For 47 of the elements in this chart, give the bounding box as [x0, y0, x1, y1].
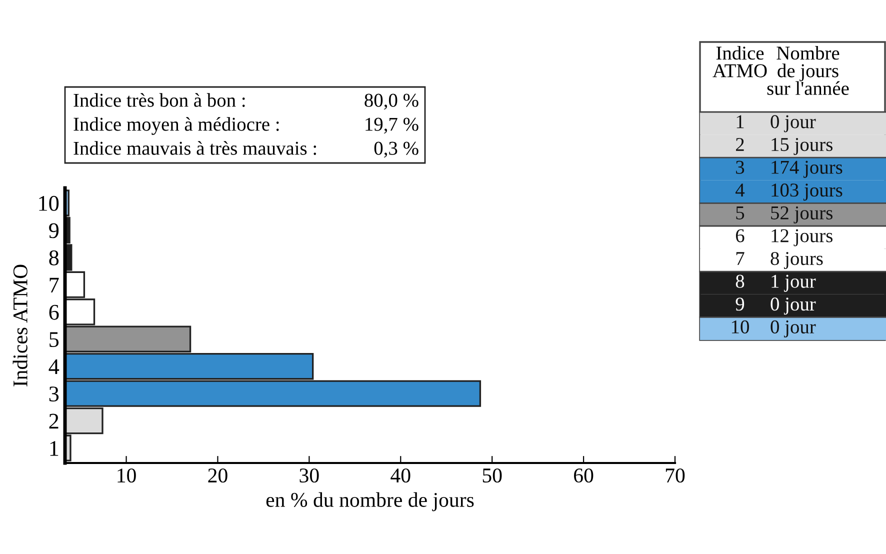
x-tick-label: 70 [666, 468, 685, 483]
text: Indice mauvais à très mauvais : [74, 141, 316, 155]
y-tick-label: 6 [49, 304, 59, 320]
x-tick-label: 60 [574, 468, 594, 483]
category-label: 6 [736, 229, 744, 242]
text: 174 jours [772, 160, 842, 178]
y-tick-label: 1 [50, 441, 58, 456]
text: 0,3 % [374, 142, 418, 158]
text: Nombre de jours sur l'année [767, 46, 849, 95]
y-tick-label: 2 [49, 414, 58, 429]
x-axis-title: en % du nombre de jours [266, 492, 474, 512]
category-label: 8 [736, 274, 744, 288]
y-tick-label: 4 [48, 359, 60, 374]
y-tick-label: 7 [50, 278, 59, 292]
text: 12 jours [772, 229, 832, 246]
y-tick-label: 9 [49, 223, 59, 238]
text: 52 jours [771, 206, 832, 224]
category-label: 3 [736, 160, 744, 174]
y-tick-label: 3 [49, 386, 59, 402]
category-label: 1 [736, 115, 744, 128]
y-tick-label: 5 [50, 332, 59, 348]
x-tick-label: 30 [300, 468, 319, 483]
text: 0 jour [770, 320, 816, 338]
category-label: 7 [736, 252, 744, 265]
x-tick-label: 10 [118, 468, 136, 483]
y-tick-label: 10 [39, 196, 59, 211]
text: Indice moyen à médiocre : [74, 117, 279, 135]
text: 19,7 % [366, 118, 418, 134]
text: Indice très bon à bon : [74, 93, 245, 107]
category-label: 4 [736, 184, 745, 196]
category-label: 10 [732, 320, 749, 334]
y-axis-title: Indices ATMO [12, 264, 28, 386]
text: 103 jours [772, 184, 842, 201]
text: 15 jours [772, 138, 832, 156]
category-label: 5 [736, 206, 744, 220]
text: Indice ATMO [712, 46, 767, 78]
category-label: 9 [736, 298, 744, 311]
text: 8 jours [770, 252, 823, 270]
x-tick-label: 50 [482, 468, 502, 483]
category-label: 2 [736, 138, 744, 151]
text: 0 jour [770, 115, 816, 132]
text: 1 jour [772, 274, 816, 292]
y-tick-label: 8 [49, 250, 59, 266]
x-tick-label: 40 [390, 468, 410, 483]
text: 0 jour [770, 298, 816, 315]
text: 80,0 % [364, 94, 418, 110]
x-tick-label: 20 [208, 468, 228, 483]
